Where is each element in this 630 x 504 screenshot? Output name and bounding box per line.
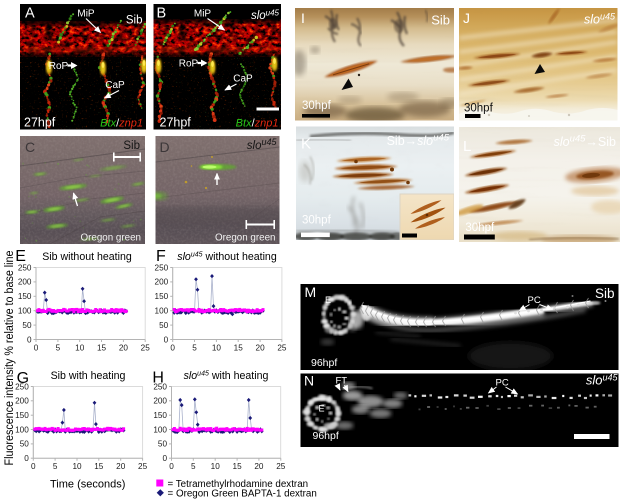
svg-text:F: F — [156, 248, 166, 265]
svg-text:slou45 with heating: slou45 with heating — [184, 370, 269, 382]
svg-text:15: 15 — [94, 462, 104, 471]
svg-text:20: 20 — [116, 462, 126, 471]
svg-text:200: 200 — [153, 397, 167, 406]
svg-text:Btx/znp1: Btx/znp1 — [100, 118, 143, 130]
svg-text:FT: FT — [336, 376, 348, 387]
svg-text:Fluorescence intensity % relat: Fluorescence intensity % relative to bas… — [2, 250, 16, 465]
svg-text:27hpf: 27hpf — [160, 116, 192, 130]
svg-text:50: 50 — [22, 321, 32, 330]
svg-text:25: 25 — [276, 462, 286, 471]
svg-text:15: 15 — [234, 344, 244, 353]
svg-text:0: 0 — [164, 335, 169, 344]
svg-text:150: 150 — [153, 411, 167, 420]
svg-text:27hpf: 27hpf — [24, 116, 56, 130]
svg-text:5: 5 — [56, 344, 61, 353]
svg-text:Sib with heating: Sib with heating — [51, 370, 126, 382]
svg-text:B: B — [157, 6, 167, 22]
svg-text:K: K — [301, 136, 311, 153]
svg-text:J: J — [463, 10, 470, 26]
svg-text:= Tetramethylrhodamine dextran: = Tetramethylrhodamine dextran — [168, 479, 309, 490]
svg-text:0: 0 — [162, 454, 167, 463]
svg-text:96hpf: 96hpf — [311, 357, 337, 369]
svg-text:CaP: CaP — [105, 80, 125, 91]
svg-text:C: C — [25, 139, 35, 155]
svg-text:15: 15 — [97, 344, 107, 353]
svg-text:G: G — [17, 370, 29, 387]
svg-text:Sib: Sib — [126, 15, 143, 27]
svg-text:Time (seconds): Time (seconds) — [50, 479, 125, 491]
svg-text:200: 200 — [155, 278, 169, 287]
svg-text:30hpf: 30hpf — [302, 215, 332, 227]
svg-text:0: 0 — [34, 344, 39, 353]
svg-text:Oregon green: Oregon green — [81, 233, 141, 244]
svg-text:5: 5 — [192, 344, 197, 353]
svg-text:200: 200 — [18, 278, 32, 287]
svg-text:0: 0 — [169, 462, 174, 471]
svg-text:Btx/znp1: Btx/znp1 — [236, 118, 279, 130]
svg-text:slou45→Sib: slou45→Sib — [554, 134, 616, 150]
svg-text:M: M — [305, 284, 317, 300]
svg-text:RoP: RoP — [49, 61, 69, 72]
svg-text:RoP: RoP — [179, 59, 199, 70]
svg-text:100: 100 — [153, 425, 167, 434]
svg-text:50: 50 — [159, 321, 169, 330]
svg-text:PC: PC — [528, 295, 541, 306]
svg-text:E: E — [15, 248, 26, 265]
svg-text:MiP: MiP — [77, 9, 95, 20]
svg-text:25: 25 — [138, 462, 148, 471]
svg-text:E: E — [319, 404, 325, 414]
svg-text:30hpf: 30hpf — [465, 222, 495, 234]
svg-text:slou45 without heating: slou45 without heating — [177, 251, 277, 263]
svg-text:Oregon green: Oregon green — [215, 233, 275, 244]
svg-text:50: 50 — [158, 440, 168, 449]
svg-text:Sib: Sib — [431, 13, 450, 28]
svg-text:15: 15 — [233, 462, 243, 471]
svg-text:A: A — [25, 6, 35, 22]
svg-text:150: 150 — [15, 411, 29, 420]
svg-text:D: D — [160, 139, 170, 155]
svg-text:PC: PC — [496, 378, 509, 389]
svg-text:250: 250 — [15, 382, 29, 391]
svg-text:N: N — [304, 373, 314, 389]
svg-text:250: 250 — [155, 263, 169, 272]
svg-text:CaP: CaP — [233, 74, 253, 85]
svg-text:0: 0 — [170, 344, 175, 353]
svg-text:50: 50 — [20, 440, 30, 449]
svg-text:150: 150 — [155, 292, 169, 301]
svg-text:20: 20 — [256, 344, 266, 353]
svg-text:20: 20 — [119, 344, 129, 353]
svg-text:250: 250 — [18, 263, 32, 272]
svg-text:25: 25 — [277, 344, 287, 353]
svg-text:0: 0 — [27, 335, 32, 344]
svg-text:25: 25 — [141, 344, 151, 353]
svg-text:5: 5 — [191, 462, 196, 471]
svg-text:10: 10 — [72, 462, 82, 471]
svg-text:100: 100 — [18, 307, 32, 316]
svg-text:100: 100 — [15, 425, 29, 434]
svg-text:100: 100 — [155, 307, 169, 316]
svg-text:= Oregon Green BAPTA-1 dextran: = Oregon Green BAPTA-1 dextran — [168, 488, 317, 499]
svg-text:10: 10 — [75, 344, 85, 353]
svg-text:I: I — [301, 10, 305, 26]
svg-text:150: 150 — [18, 292, 32, 301]
svg-text:Sib without heating: Sib without heating — [42, 251, 132, 263]
svg-text:10: 10 — [212, 344, 222, 353]
svg-text:30hpf: 30hpf — [302, 100, 332, 112]
svg-text:0: 0 — [24, 454, 29, 463]
svg-text:MiP: MiP — [194, 9, 212, 20]
svg-text:L: L — [463, 138, 471, 155]
svg-text:20: 20 — [254, 462, 264, 471]
svg-text:E: E — [325, 295, 331, 305]
svg-text:0: 0 — [31, 462, 36, 471]
svg-text:H: H — [152, 370, 164, 387]
svg-text:Sib: Sib — [595, 286, 615, 301]
svg-text:200: 200 — [15, 397, 29, 406]
svg-text:30hpf: 30hpf — [464, 103, 494, 115]
svg-text:Sib: Sib — [123, 140, 140, 152]
svg-text:5: 5 — [53, 462, 58, 471]
svg-text:10: 10 — [211, 462, 221, 471]
svg-text:250: 250 — [153, 382, 167, 391]
svg-text:96hpf: 96hpf — [313, 430, 339, 442]
